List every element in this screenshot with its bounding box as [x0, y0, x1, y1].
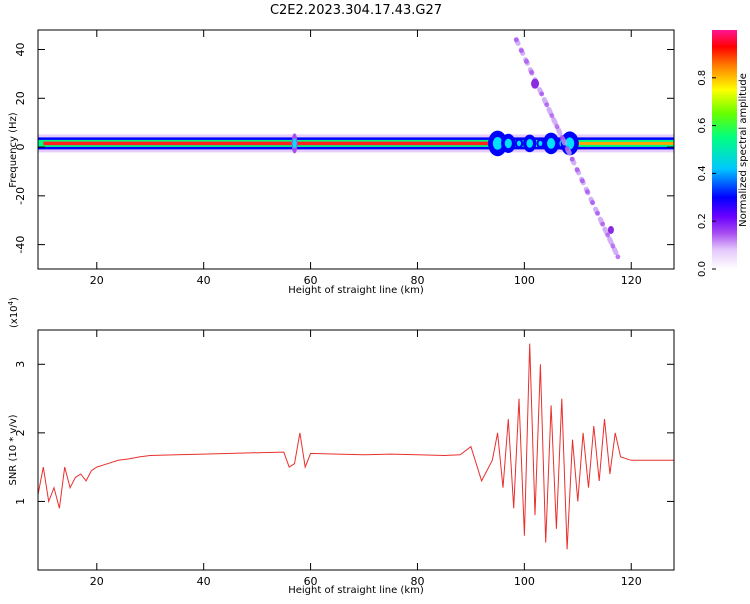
snr-panel: 20 40 60 80 100 120 1 2 3 Height of straight lin… [7, 297, 675, 596]
spectrogram-heatmap [38, 37, 674, 260]
spectrogram-diagonal-dot [554, 124, 560, 129]
colorbar-tick-label: 0.6 [697, 118, 708, 134]
spectrogram-diagonal-dot [605, 232, 611, 238]
spectrogram-xtick-label: 60 [304, 274, 318, 287]
colorbar-tick-label: 0.8 [697, 70, 708, 86]
spectrogram-xtick-label: 80 [410, 274, 424, 287]
spectrogram-diagonal-dot [600, 221, 606, 227]
spectrogram-diagonal-dot [569, 156, 575, 162]
spectrogram-diagonal-dot [559, 135, 565, 140]
colorbar-label: Normalized spectral amplitude [738, 73, 749, 227]
spectrogram-blob-core [516, 140, 522, 147]
spectrogram-diagonal-dot [524, 59, 529, 64]
spectrogram-diagonal-dot [564, 145, 570, 151]
snr-xtick-label: 120 [621, 575, 642, 588]
snr-axes: 20 40 60 80 100 120 1 2 3 [14, 330, 674, 588]
spectrogram-ytick-label: 20 [14, 91, 27, 105]
snr-xtick-label: 100 [514, 575, 535, 588]
colorbar-gradient [712, 30, 737, 269]
snr-xtick-label: 80 [410, 575, 424, 588]
spectrogram-spike [292, 138, 297, 149]
spectrogram-diagonal-dot [513, 37, 519, 43]
colorbar-tick-label: 0.4 [697, 165, 708, 181]
spectrogram-diagonal-dot [610, 243, 616, 249]
spectrogram-diagonal-blob [607, 225, 614, 234]
snr-xlabel: Height of straight line (km) [288, 585, 424, 596]
spectrogram-diagonal-dot [544, 102, 550, 108]
snr-xtick-label: 60 [304, 575, 318, 588]
spectrogram-diagonal-dot [585, 189, 590, 195]
figure-title: C2E2.2023.304.17.43.G27 [270, 3, 442, 18]
snr-ytick-label: 2 [14, 429, 27, 436]
spectrogram-xlabel: Height of straight line (km) [288, 285, 424, 296]
spectrogram-xtick-label: 120 [621, 274, 642, 287]
spectrogram-blob-core [547, 138, 556, 149]
spectrogram-ytick-label: 40 [14, 43, 27, 57]
snr-series-line [38, 343, 674, 550]
colorbar-ticks: 0.0 0.2 0.4 0.6 0.8 [697, 70, 716, 277]
snr-xtick-label: 20 [90, 575, 104, 588]
colorbar: 0.0 0.2 0.4 0.6 0.8 Normalized spectral ampl… [697, 30, 749, 277]
spectrogram-diagonal-dot [519, 48, 524, 54]
spectrogram-diagonal-blob [531, 78, 540, 89]
colorbar-tick-label: 0.2 [697, 213, 708, 229]
spectrogram-diagonal-dot [595, 210, 600, 216]
spectrogram-diagonal-dot [539, 91, 545, 97]
colorbar-tick-label: 0.0 [697, 261, 708, 277]
spectrogram-panel: 20 40 60 80 100 120 -40 -20 0 20 40 Height of stra… [8, 29, 675, 296]
spectrogram-diagonal-dot [549, 113, 555, 119]
spectrogram-xtick-label: 40 [197, 274, 211, 287]
spectrogram-axes: 20 40 60 80 100 120 -40 -20 0 20 40 [14, 30, 674, 287]
spectrogram-ylabel: Frequency (Hz) [8, 112, 19, 188]
snr-ytick-label: 1 [14, 498, 27, 505]
spectrogram-frame [37, 29, 675, 270]
snr-xtick-label: 40 [197, 575, 211, 588]
snr-ytick-label: 3 [14, 361, 27, 368]
spectrogram-ytick-label: 0 [14, 144, 27, 151]
spectrogram-xtick-label: 20 [90, 274, 104, 287]
spectrogram-diagonal-dot [615, 254, 621, 260]
spectrogram-blob-core [538, 140, 543, 147]
spectrogram-diagonal-dot [574, 167, 580, 173]
spectrogram-ytick-label: -40 [14, 236, 27, 254]
spectrogram-band-core [43, 141, 503, 146]
spectrogram-diagonal-dot [590, 200, 595, 205]
snr-yscale: (x104) [7, 297, 20, 328]
spectrogram-blob-core [526, 139, 533, 148]
spectrogram-diagonal-dot [529, 69, 534, 75]
spectrogram-diagonal-dot [579, 178, 585, 184]
snr-ylabel: SNR (10 * v/v) [8, 414, 19, 485]
spectrogram-ytick-label: -20 [14, 187, 27, 205]
snr-frame [37, 329, 675, 571]
spectrogram-band-core [577, 141, 674, 145]
spectrogram-blob-core [492, 137, 503, 150]
spectrogram-blob-core [504, 138, 512, 149]
spectrogram-xtick-label: 100 [514, 274, 535, 287]
